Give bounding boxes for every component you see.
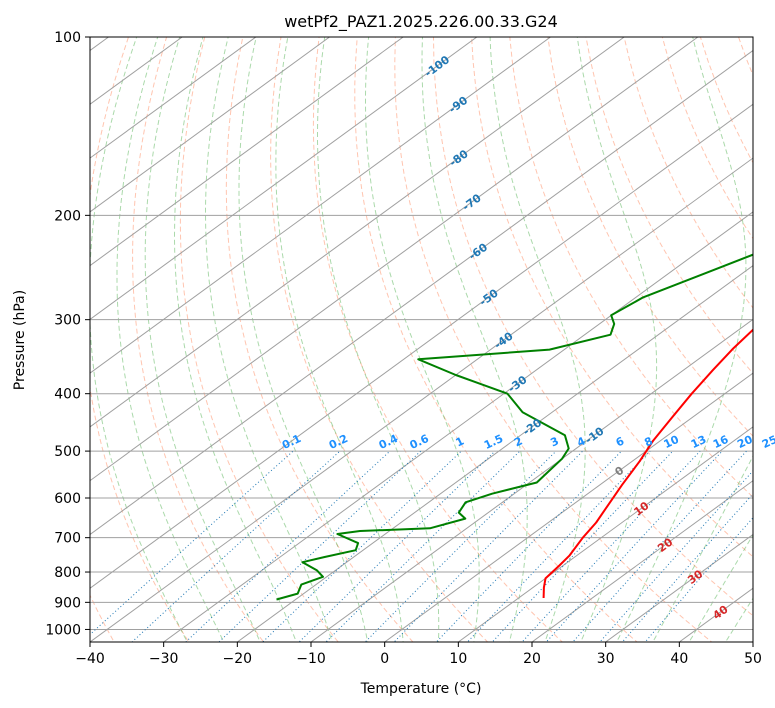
mixing-ratio-label: 13 <box>689 433 708 451</box>
isotherm-line <box>531 480 753 642</box>
mixing-ratio-line <box>218 450 422 642</box>
moist-adiabat <box>421 37 528 642</box>
mixing-ratio-label: 16 <box>711 433 731 451</box>
y-tick-label: 1000 <box>45 622 81 638</box>
dry-adiabat <box>90 37 190 642</box>
x-tick-label: 10 <box>449 651 467 667</box>
mixing-ratio-line <box>572 450 747 642</box>
data-series <box>276 253 753 601</box>
isotherm-line <box>605 533 753 642</box>
dry-adiabat <box>225 37 414 642</box>
mixing-ratio-line <box>644 517 753 642</box>
mixing-ratio-line <box>185 450 391 642</box>
isotherm-line <box>384 372 753 642</box>
dry-adiabat <box>90 37 115 642</box>
temperature-line <box>542 328 753 599</box>
y-tick-label: 400 <box>54 387 81 403</box>
x-tick-label: 0 <box>380 651 389 667</box>
y-tick-label: 600 <box>54 491 81 507</box>
mixing-ratio-line <box>621 493 753 642</box>
mixing-ratio-label: 20 <box>735 433 755 451</box>
moist-adiabat <box>724 597 753 642</box>
moist-adiabat <box>688 534 753 642</box>
dry-adiabat <box>432 37 753 617</box>
isotherm-line <box>90 103 753 589</box>
y-axis-label: Pressure (hPa) <box>12 290 28 390</box>
isotherm-line <box>90 37 699 482</box>
isotherm-line <box>310 318 753 642</box>
isotherm-line <box>90 37 551 374</box>
mixing-ratio-line <box>298 450 496 642</box>
isotherm-line <box>90 157 753 642</box>
chart-title: wetPf2_PAZ1.2025.226.00.33.G24 <box>284 12 558 32</box>
dry-adiabat <box>132 37 265 642</box>
dry-adiabat <box>270 37 489 642</box>
x-tick-label: 40 <box>670 651 688 667</box>
y-tick-label: 800 <box>54 565 81 581</box>
dry-adiabat <box>509 37 753 498</box>
dry-adiabat <box>312 37 564 642</box>
mixing-ratio-line <box>325 450 521 642</box>
y-tick-label: 900 <box>54 595 81 611</box>
isotherm-line <box>237 264 753 642</box>
y-tick-label: 500 <box>54 444 81 460</box>
dry-adiabat <box>623 37 753 309</box>
mixing-ratio-label: 10 <box>662 433 682 451</box>
dewpoint-line <box>276 253 753 601</box>
dry-adiabat <box>471 37 753 558</box>
mixing-ratio-line <box>491 450 674 642</box>
y-tick-label: 100 <box>54 30 81 46</box>
dry-adiabat <box>394 37 713 642</box>
y-tick-label: 700 <box>54 531 81 547</box>
x-axis: −40 −30 −20 −10 0 10 20 30 40 50 <box>75 642 762 667</box>
isotherm-line <box>90 37 404 267</box>
mixing-ratio-line <box>262 450 462 642</box>
y-axis: 100 200 300 400 500 600 700 800 900 1000 <box>45 30 90 638</box>
x-tick-label: 50 <box>744 651 762 667</box>
x-tick-label: −40 <box>75 651 105 667</box>
mixing-ratio-label: 25 <box>760 433 775 451</box>
isotherm-line <box>163 211 753 642</box>
x-axis-label: Temperature (°C) <box>360 681 482 697</box>
x-tick-label: −30 <box>149 651 179 667</box>
x-tick-label: 30 <box>597 651 615 667</box>
isotherm-line <box>90 37 625 428</box>
x-tick-label: −10 <box>296 651 326 667</box>
moist-adiabat <box>317 37 440 642</box>
y-tick-label: 200 <box>54 208 81 224</box>
isotherm-line <box>458 426 753 642</box>
mixing-ratio-line <box>599 470 753 642</box>
x-tick-label: −20 <box>223 651 253 667</box>
background-lines <box>90 37 753 642</box>
moist-adiabat <box>238 37 369 642</box>
moist-adiabat <box>365 37 480 642</box>
isotherm-line <box>90 49 753 536</box>
mixing-ratio-line <box>466 450 651 642</box>
dry-adiabat <box>354 37 638 642</box>
isotherm-line <box>90 37 478 320</box>
isotherm-line <box>90 37 330 213</box>
plot-frame <box>89 36 754 643</box>
y-tick-label: 300 <box>54 313 81 329</box>
isotherm-line <box>90 37 257 159</box>
x-tick-label: 20 <box>523 651 541 667</box>
